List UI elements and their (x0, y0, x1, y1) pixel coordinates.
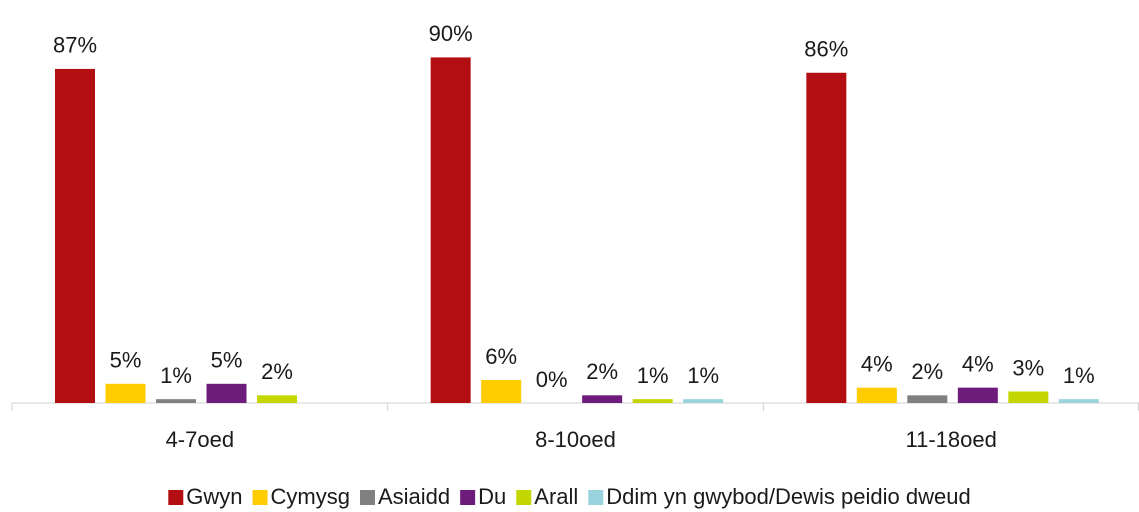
bar (907, 395, 948, 403)
legend-label: Du (478, 484, 506, 509)
data-label: 2% (261, 359, 293, 384)
legend-swatch (168, 490, 184, 505)
legend-label: Arall (534, 484, 578, 509)
data-label: 2% (911, 359, 943, 384)
data-label: 6% (485, 344, 517, 369)
data-label: 90% (429, 21, 473, 46)
data-label: 1% (160, 363, 192, 388)
x-tick-label: 4-7oed (166, 427, 235, 452)
x-tick-label: 8-10oed (535, 427, 616, 452)
x-tick-label: 11-18oed (905, 427, 996, 452)
legend-label: Cymysg (271, 484, 350, 509)
bar (683, 399, 724, 403)
data-label: 2% (586, 359, 618, 384)
legend-swatch (460, 490, 476, 505)
bar (257, 395, 297, 403)
bar (1008, 391, 1049, 403)
data-label: 5% (211, 348, 243, 373)
legend-label: Gwyn (186, 484, 242, 509)
data-label: 1% (687, 363, 719, 388)
legend-label: Asiaidd (378, 484, 450, 509)
legend-swatch (359, 490, 375, 505)
data-label: 4% (861, 351, 893, 376)
data-label: 5% (110, 348, 142, 373)
bar (582, 395, 623, 403)
data-label: 4% (962, 351, 994, 376)
data-label: 3% (1012, 355, 1044, 380)
bar (156, 399, 196, 403)
data-label: 87% (53, 33, 97, 58)
bar (105, 383, 146, 403)
bar (856, 387, 897, 403)
bar (806, 72, 847, 403)
legend-swatch (588, 490, 604, 505)
data-label: 1% (637, 363, 669, 388)
bar (1058, 399, 1099, 403)
data-label: 1% (1063, 363, 1095, 388)
bar (55, 68, 95, 404)
legend-swatch (252, 490, 268, 505)
bar (632, 399, 673, 403)
bar (430, 57, 471, 404)
data-label: 86% (804, 37, 848, 62)
bar (206, 383, 247, 403)
bar (957, 387, 998, 403)
legend-label: Ddim yn gwybod/Dewis peidio dweud (606, 484, 970, 509)
bar (481, 379, 522, 403)
data-label: 0% (536, 367, 568, 392)
legend-swatch (516, 490, 532, 505)
